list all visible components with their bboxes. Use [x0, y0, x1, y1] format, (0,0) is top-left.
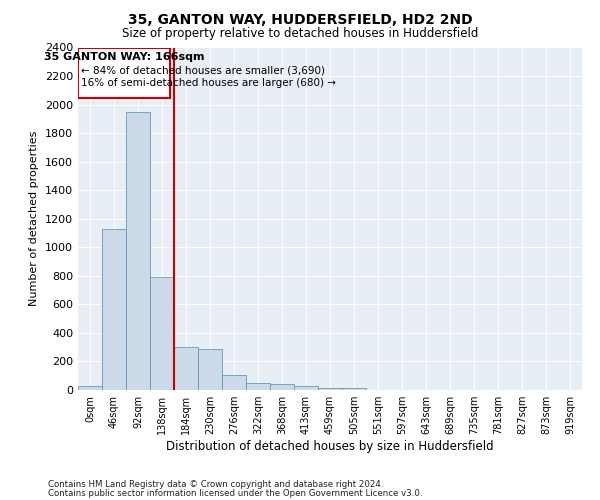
FancyBboxPatch shape	[79, 48, 170, 98]
Bar	[270, 384, 294, 390]
Text: Contains HM Land Registry data © Crown copyright and database right 2024.: Contains HM Land Registry data © Crown c…	[48, 480, 383, 489]
Bar	[342, 388, 366, 390]
Text: ← 84% of detached houses are smaller (3,690): ← 84% of detached houses are smaller (3,…	[81, 66, 325, 76]
Bar	[318, 388, 342, 390]
Bar	[222, 375, 246, 390]
Bar	[102, 228, 126, 390]
Bar	[198, 350, 222, 390]
Text: Size of property relative to detached houses in Huddersfield: Size of property relative to detached ho…	[122, 28, 478, 40]
Y-axis label: Number of detached properties: Number of detached properties	[29, 131, 40, 306]
Text: 35, GANTON WAY, HUDDERSFIELD, HD2 2ND: 35, GANTON WAY, HUDDERSFIELD, HD2 2ND	[128, 12, 472, 26]
Text: 16% of semi-detached houses are larger (680) →: 16% of semi-detached houses are larger (…	[81, 78, 336, 88]
Bar	[174, 347, 198, 390]
Bar	[126, 112, 150, 390]
Bar	[246, 383, 270, 390]
X-axis label: Distribution of detached houses by size in Huddersfield: Distribution of detached houses by size …	[166, 440, 494, 453]
Bar	[78, 386, 102, 390]
Text: 35 GANTON WAY: 166sqm: 35 GANTON WAY: 166sqm	[44, 52, 205, 62]
Text: Contains public sector information licensed under the Open Government Licence v3: Contains public sector information licen…	[48, 489, 422, 498]
Bar	[150, 278, 174, 390]
Bar	[294, 386, 318, 390]
